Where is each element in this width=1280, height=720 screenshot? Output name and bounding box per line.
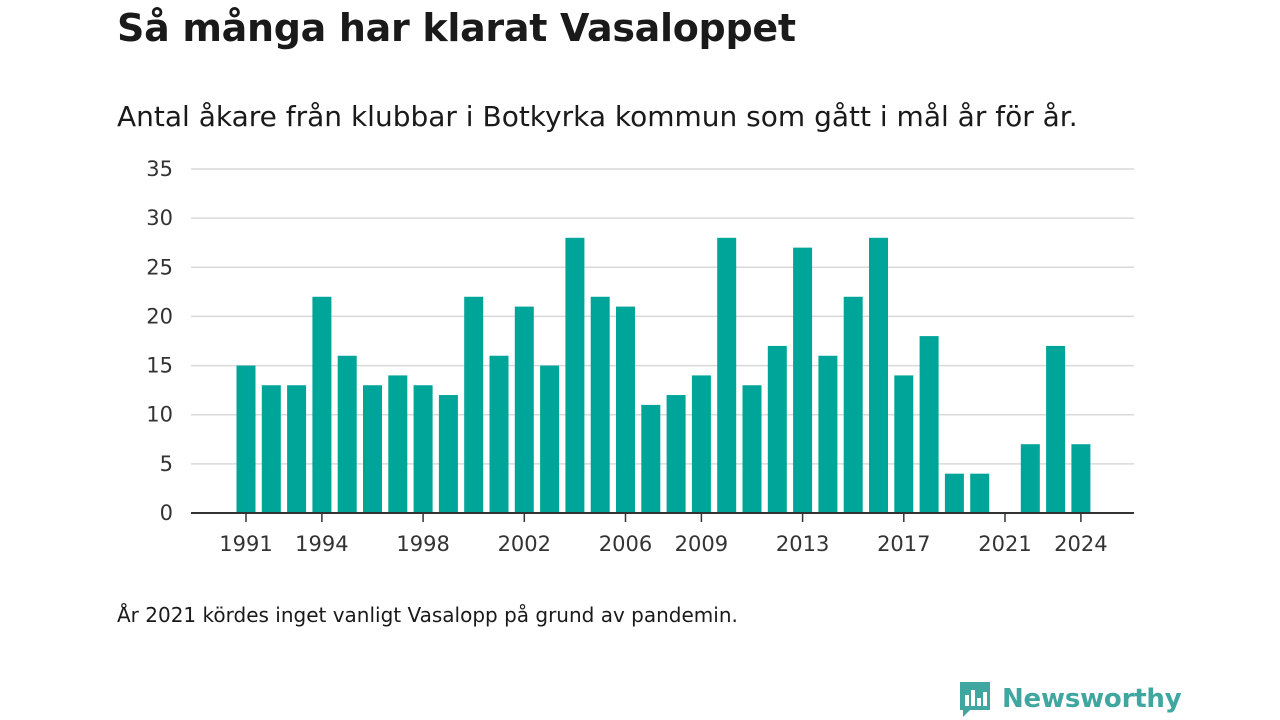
bar-2006: [616, 306, 635, 513]
bar-2014: [818, 355, 838, 513]
bar-2007: [641, 404, 661, 513]
bar-2003: [540, 365, 560, 513]
chart-title: Så många har klarat Vasaloppet: [117, 6, 796, 50]
bar-1993: [287, 385, 307, 513]
x-tick-label: 2013: [776, 532, 829, 556]
bar-2001: [489, 355, 509, 513]
y-tick-label: 15: [146, 354, 173, 378]
y-tick-label: 20: [146, 304, 173, 328]
x-tick-label: 2006: [599, 532, 652, 556]
bar-2002: [514, 306, 534, 513]
bar-1995: [337, 355, 357, 513]
y-tick-label: 0: [160, 501, 173, 525]
newsworthy-logo-icon: [960, 682, 990, 717]
x-tick-label: 2002: [498, 532, 551, 556]
bar-2019: [944, 473, 964, 513]
y-tick-label: 30: [146, 206, 173, 230]
x-tick-label: 1991: [219, 532, 272, 556]
bar-1998: [413, 385, 433, 513]
bar-2012: [767, 345, 787, 513]
bar-2009: [691, 375, 711, 513]
x-tick-label: 1994: [295, 532, 348, 556]
bar-2023: [1046, 345, 1066, 513]
bar-2004: [565, 237, 585, 514]
bar-1996: [363, 385, 382, 513]
chart-subtitle: Antal åkare från klubbar i Botkyrka komm…: [117, 100, 1078, 133]
footnote: År 2021 kördes inget vanligt Vasalopp på…: [117, 603, 738, 627]
y-axis-tick-labels: 0 5 10 15 20 25 30 35: [146, 157, 173, 525]
brand-name: Newsworthy: [1002, 684, 1182, 714]
bar-2018: [919, 336, 939, 513]
bar-2010: [717, 237, 737, 514]
y-tick-label: 5: [160, 452, 173, 476]
bar-2024: [1071, 444, 1091, 513]
x-tick-label: 2024: [1054, 532, 1107, 556]
bar-2017: [894, 375, 914, 513]
bar-2011: [742, 385, 762, 513]
bar-2005: [590, 296, 610, 513]
bar-2013: [793, 247, 813, 513]
bar-1997: [388, 375, 408, 513]
bar-2020: [970, 473, 990, 513]
bar-2016: [869, 237, 888, 514]
x-axis-ticks: 1991 1994 1998 2002 2006 2009 2013 2017 2021 2024: [219, 513, 1108, 556]
bar-2015: [843, 296, 863, 513]
bar-1991: [236, 365, 256, 513]
x-tick-label: 2009: [675, 532, 728, 556]
bar-2008: [666, 395, 686, 513]
bars: [236, 237, 1091, 514]
brand-logo: Newsworthy: [958, 680, 1182, 718]
x-tick-label: 1998: [396, 532, 449, 556]
y-tick-label: 25: [146, 255, 173, 279]
x-tick-label: 2017: [877, 532, 930, 556]
bar-1994: [312, 296, 332, 513]
y-tick-label: 35: [146, 157, 173, 181]
bar-2000: [464, 296, 484, 513]
bar-2022: [1020, 444, 1040, 513]
bar-1992: [261, 385, 281, 513]
x-tick-label: 2021: [978, 532, 1031, 556]
gridlines: [191, 168, 1134, 465]
y-tick-label: 10: [146, 403, 173, 427]
bar-1999: [438, 395, 458, 513]
